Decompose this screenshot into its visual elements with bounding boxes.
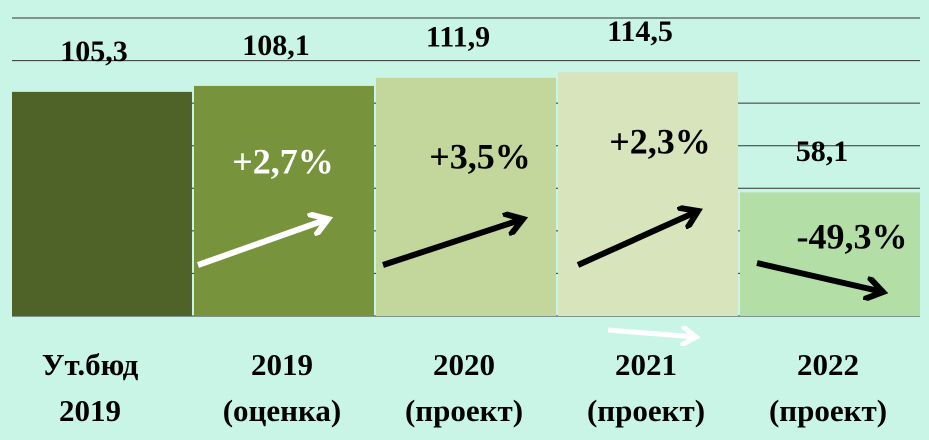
value-label: 111,9 [426, 21, 490, 54]
x-tick-label: 2021 [615, 347, 677, 382]
bar [194, 85, 374, 316]
arrow [607, 330, 696, 337]
x-tick-label: 2019 [59, 393, 121, 428]
change-annotation: -49,3% [797, 216, 908, 256]
x-tick-label: Ут.бюд [42, 347, 139, 382]
change-annotation: +2,3% [609, 121, 711, 161]
value-label: 114,5 [607, 15, 673, 48]
x-tick-label: (проект) [769, 393, 887, 428]
arrow [576, 211, 698, 268]
x-tick-label: 2022 [797, 347, 859, 382]
value-label: 58,1 [796, 135, 849, 168]
arrow [756, 260, 883, 292]
value-label: 105,3 [60, 35, 128, 68]
value-label: 108,1 [242, 29, 310, 62]
bar [12, 91, 192, 317]
change-annotation: +2,7% [232, 141, 334, 181]
x-tick-label: 2019 [251, 347, 313, 382]
bar [376, 77, 556, 316]
x-tick-label: 2020 [433, 347, 495, 382]
change-annotation: +3,5% [429, 136, 531, 176]
x-tick-label: (проект) [405, 393, 523, 428]
arrow [196, 219, 328, 268]
bar [740, 192, 920, 316]
arrow [382, 219, 523, 268]
x-tick-label: (проект) [587, 393, 705, 428]
bar [558, 72, 738, 317]
x-tick-label: (оценка) [223, 393, 342, 428]
